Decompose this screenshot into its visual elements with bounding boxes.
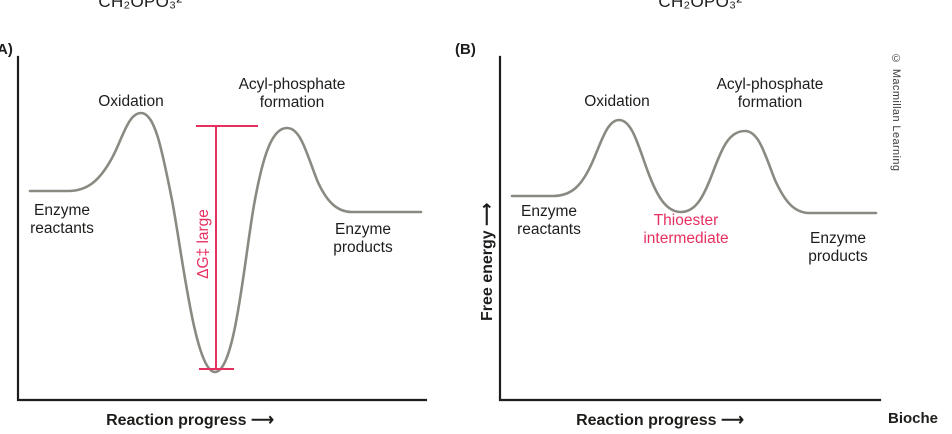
panel-a-axes [16,55,428,402]
panel-b-acyl-phosphate-line2: formation [737,93,803,111]
panel-b-oxidation-label: Oxidation [584,93,650,110]
panel-a-products-label: Enzyme products [313,221,413,257]
corner-caption-text: Bioche [888,410,939,427]
panel-a-x-axis-label: Reaction progress ⟶ [106,412,274,429]
panel-b-axes [498,55,882,402]
thioester-line2: intermediate [643,229,729,247]
panel-b-products-line1: Enzyme [810,230,866,247]
panel-b-label: (B) [455,41,476,58]
panel-a-products-line2: products [333,238,393,256]
macmillan-credit: © Macmillan Learning [890,53,902,172]
panel-a-top-formula: CH₂OPO₃²⁻ [98,0,192,11]
panel-a-reactants-line1: Enzyme [34,202,90,219]
panel-a-curve [28,111,423,374]
panel-b-reactants-line1: Enzyme [521,203,577,220]
panel-b-reactants-line2: reactants [517,220,581,238]
thioester-line1: Thioester [653,212,719,229]
panel-a-reactants-label: Enzyme reactants [12,202,112,238]
panel-a-reactants-line2: reactants [30,219,94,237]
panel-a-acyl-phosphate-label: Acyl-phosphate formation [212,76,372,112]
delta-g-large-label: ΔG‡ large [195,209,213,279]
panel-a-acyl-phosphate-line1: Acyl-phosphate [238,76,346,93]
panel-b-reactants-label: Enzyme reactants [499,203,599,239]
panel-b-products-line2: products [808,247,868,265]
thioester-intermediate-label: Thioester intermediate [621,212,751,248]
panel-b-curve [510,118,878,215]
panel-b-top-formula: CH₂OPO₃²⁻ [658,0,752,11]
panel-b-x-axis-label: Reaction progress ⟶ [576,412,744,429]
panel-a-acyl-phosphate-line2: formation [259,93,325,111]
panel-b-y-axis-label: Free energy ⟶ [479,202,496,322]
panel-b-products-label: Enzyme products [788,230,888,266]
panel-a-oxidation-label: Oxidation [98,93,164,110]
panel-a-label: (A) [0,41,13,58]
panel-a-products-line1: Enzyme [335,221,391,238]
panel-b-acyl-phosphate-line1: Acyl-phosphate [716,76,824,93]
panel-b-acyl-phosphate-label: Acyl-phosphate formation [690,76,850,112]
